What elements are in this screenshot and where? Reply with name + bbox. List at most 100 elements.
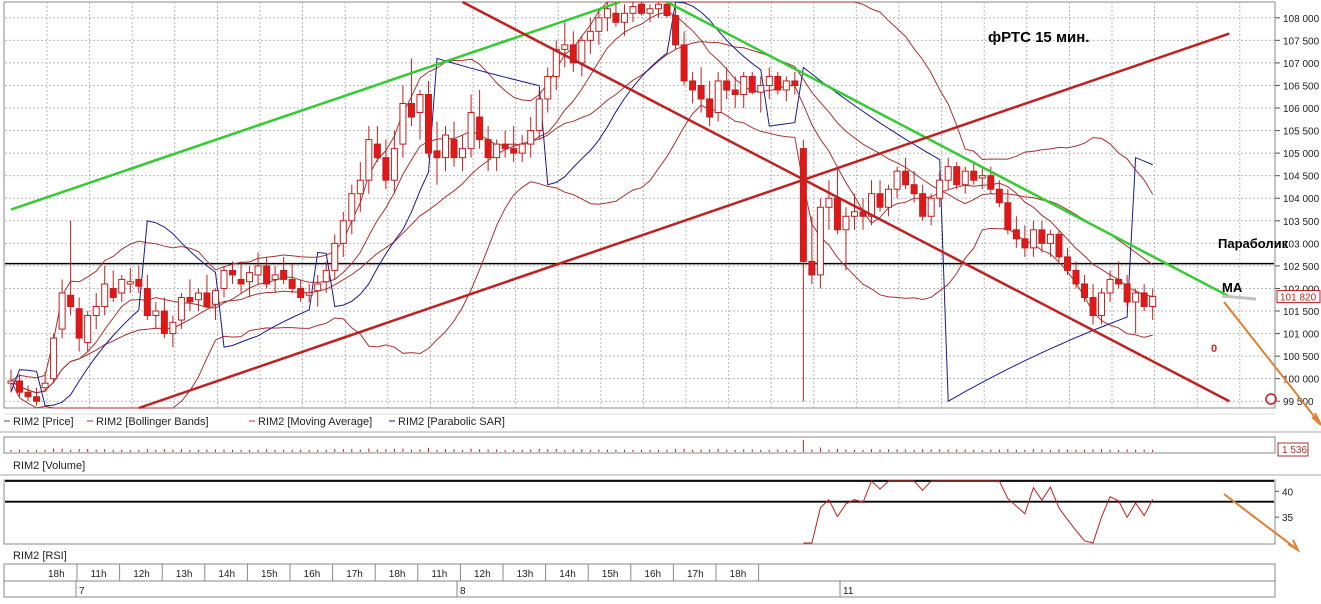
candle-body [612,12,620,23]
price-tick-label: 103 500 [1283,217,1320,228]
candle [637,2,645,16]
day-label: 7 [79,586,85,597]
candle [510,126,518,163]
candle-body [407,103,415,118]
candle-body [936,179,944,199]
candle [569,31,577,72]
candle-body [893,170,901,190]
candle-body [569,44,577,64]
price-tick-label: 106 500 [1283,81,1320,92]
candle [1132,288,1140,334]
candle [680,31,688,86]
candle-body [339,220,347,244]
candle-body [527,130,535,145]
candle [663,2,671,18]
candle-body [237,278,245,285]
candle [1115,261,1123,289]
candle [467,94,475,158]
candle-body [126,281,134,285]
rsi-label: RIM2 [RSI] [13,550,67,562]
price-tick-label: 101 000 [1283,330,1320,341]
candle [220,265,228,298]
time-tick-label: 15h [261,569,278,580]
candle-body [322,269,330,283]
time-tick-label: 11h [431,569,447,580]
time-tick-label: 17h [687,569,704,580]
candle [936,171,944,208]
candle-body [833,197,841,231]
candle [1072,261,1080,289]
candle [740,71,748,109]
parabolic-sar [10,1,1153,407]
candle [672,4,680,50]
trendline-green-support [10,0,621,211]
price-tick-label: 100 500 [1283,352,1320,363]
candle-body [365,139,373,181]
candle-body [467,112,475,150]
candle [1106,270,1114,302]
candle [135,265,143,293]
candle [629,2,637,23]
candle-body [961,170,969,186]
rsi-panel-frame [3,479,1276,545]
candle-body [501,143,509,150]
candle-body [876,193,884,208]
parabolic-sar-line [10,1,1153,407]
candle-body [254,265,262,276]
candle [808,216,816,284]
candle [1149,288,1157,321]
candle-body [953,166,961,186]
candle [731,76,739,109]
candle [714,71,722,122]
candle-body [663,3,671,17]
candle [194,288,202,312]
candle [382,139,390,190]
candle-body [578,39,586,64]
time-tick-label: 18h [730,569,747,580]
candle [67,220,75,316]
candle [518,135,526,163]
candle [186,279,194,312]
candle-body [740,75,748,95]
time-tick-label: 12h [474,569,491,580]
candle [842,207,850,271]
candle [953,162,961,190]
candle-body [450,139,458,159]
candle [356,162,364,212]
candle-body [75,308,83,339]
candle [970,162,978,185]
candle-body [246,272,254,283]
candle-body [1012,229,1020,240]
candle [927,193,935,226]
candle-body [348,193,356,222]
candle-body [603,8,611,19]
volume-label: RIM2 [Volume] [13,460,85,472]
candle-body [41,382,49,389]
candle [850,193,858,230]
candle-body [459,148,467,159]
candle [655,2,663,18]
price-legend: RIM2 [Price] RIM2 [Bollinger Bands] RIM2 [… [4,416,505,428]
volume-value: 1 536 [1282,445,1307,456]
candle-body [842,215,850,231]
price-tick-label: 107 500 [1283,36,1320,47]
candle-body [84,315,92,344]
trendline-red-down [461,0,1230,403]
legend-entry: RIM2 [Moving Average] [258,416,372,428]
candle-body [808,260,816,276]
candle [799,139,807,402]
forecast-arrowhead-rsi [1287,539,1301,553]
candle-body [493,143,501,159]
candle-body [390,148,398,181]
candle [390,130,398,194]
candle [280,256,288,284]
candle-body [765,75,773,86]
candle [246,265,254,298]
candle [646,4,654,23]
candle [706,80,714,127]
price-tick-label: 102 000 [1283,284,1320,295]
candle [84,311,92,352]
candle-body [160,310,168,335]
price-tick-label: 99 500 [1283,397,1314,408]
